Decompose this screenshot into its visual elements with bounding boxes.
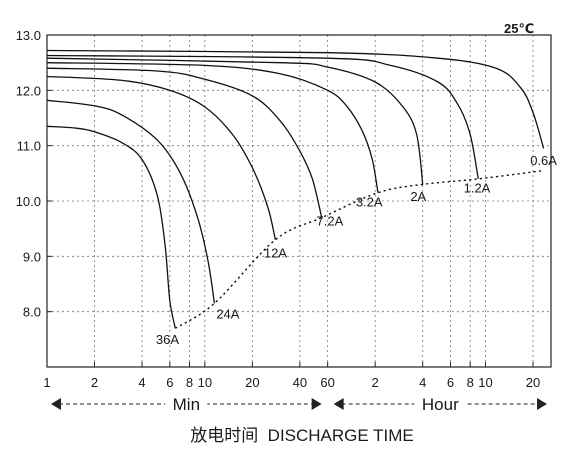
y-tick-label: 9.0	[23, 249, 41, 264]
x-tick-label: 6	[447, 375, 454, 390]
segment-label-bg	[165, 394, 208, 414]
series-line-7-2A	[46, 67, 323, 218]
axes: 8.09.010.011.012.013.01 2 4 6 8 10 20 40 60 2 4 6 8 1…	[16, 28, 541, 390]
x-tick-label: 60	[320, 375, 334, 390]
x-tick-label: 40	[293, 375, 307, 390]
curve-label: 36A	[156, 332, 179, 347]
grid	[46, 34, 551, 367]
x-tick-label: 20	[245, 375, 259, 390]
segment-label-bg	[414, 394, 467, 414]
x-tick-label: 4	[138, 375, 145, 390]
y-tick-label: 10.0	[16, 194, 41, 209]
x-tick-label: 10	[198, 375, 212, 390]
segment-arrow-left	[333, 398, 344, 410]
curve-labels: 36A 24A 12A 7.2A 3.2A 2A 1.2A 0.6A	[156, 153, 557, 347]
end-voltage-line	[174, 169, 544, 329]
series-line-3-2A	[46, 62, 379, 193]
x-tick-label: 1	[43, 375, 50, 390]
time-segments: Min Hour	[51, 394, 547, 414]
y-tick-label: 8.0	[23, 305, 41, 320]
series-group	[46, 49, 545, 329]
y-tick-label: 13.0	[16, 28, 41, 43]
series-line-12A	[46, 75, 277, 240]
curve-label: 2A	[410, 189, 426, 204]
end-voltage-group	[174, 169, 544, 329]
segment-arrow-right	[537, 398, 547, 410]
x-tick-label: 10	[478, 375, 492, 390]
series-line-2A	[46, 57, 424, 185]
segment-label: Min	[173, 395, 200, 414]
segment-label: Hour	[422, 395, 459, 414]
series-line-1-2A	[46, 54, 479, 180]
series-line-0-6A	[46, 49, 545, 149]
series-line-36A	[46, 125, 176, 329]
y-tick-label: 12.0	[16, 83, 41, 98]
curve-label: 1.2A	[464, 181, 491, 196]
temperature-note: 25℃	[504, 21, 534, 36]
x-axis-title: 放电时间 DISCHARGE TIME	[190, 426, 414, 445]
curve-label: 0.6A	[530, 153, 557, 168]
x-tick-label: 8	[186, 375, 193, 390]
x-tick-label: 4	[419, 375, 426, 390]
curve-label: 12A	[264, 245, 287, 260]
series-line-24A	[46, 99, 216, 304]
segment-arrow-right	[311, 398, 322, 410]
x-tick-label: 20	[526, 375, 540, 390]
x-tick-label: 2	[91, 375, 98, 390]
curve-label: 24A	[216, 306, 239, 321]
segment-arrow-left	[51, 398, 61, 410]
curve-label: 7.2A	[317, 213, 344, 228]
y-tick-label: 11.0	[17, 139, 41, 154]
curve-label: 3.2A	[356, 195, 383, 210]
x-tick-label: 2	[372, 375, 379, 390]
x-tick-label: 6	[166, 375, 173, 390]
x-tick-label: 8	[467, 375, 474, 390]
